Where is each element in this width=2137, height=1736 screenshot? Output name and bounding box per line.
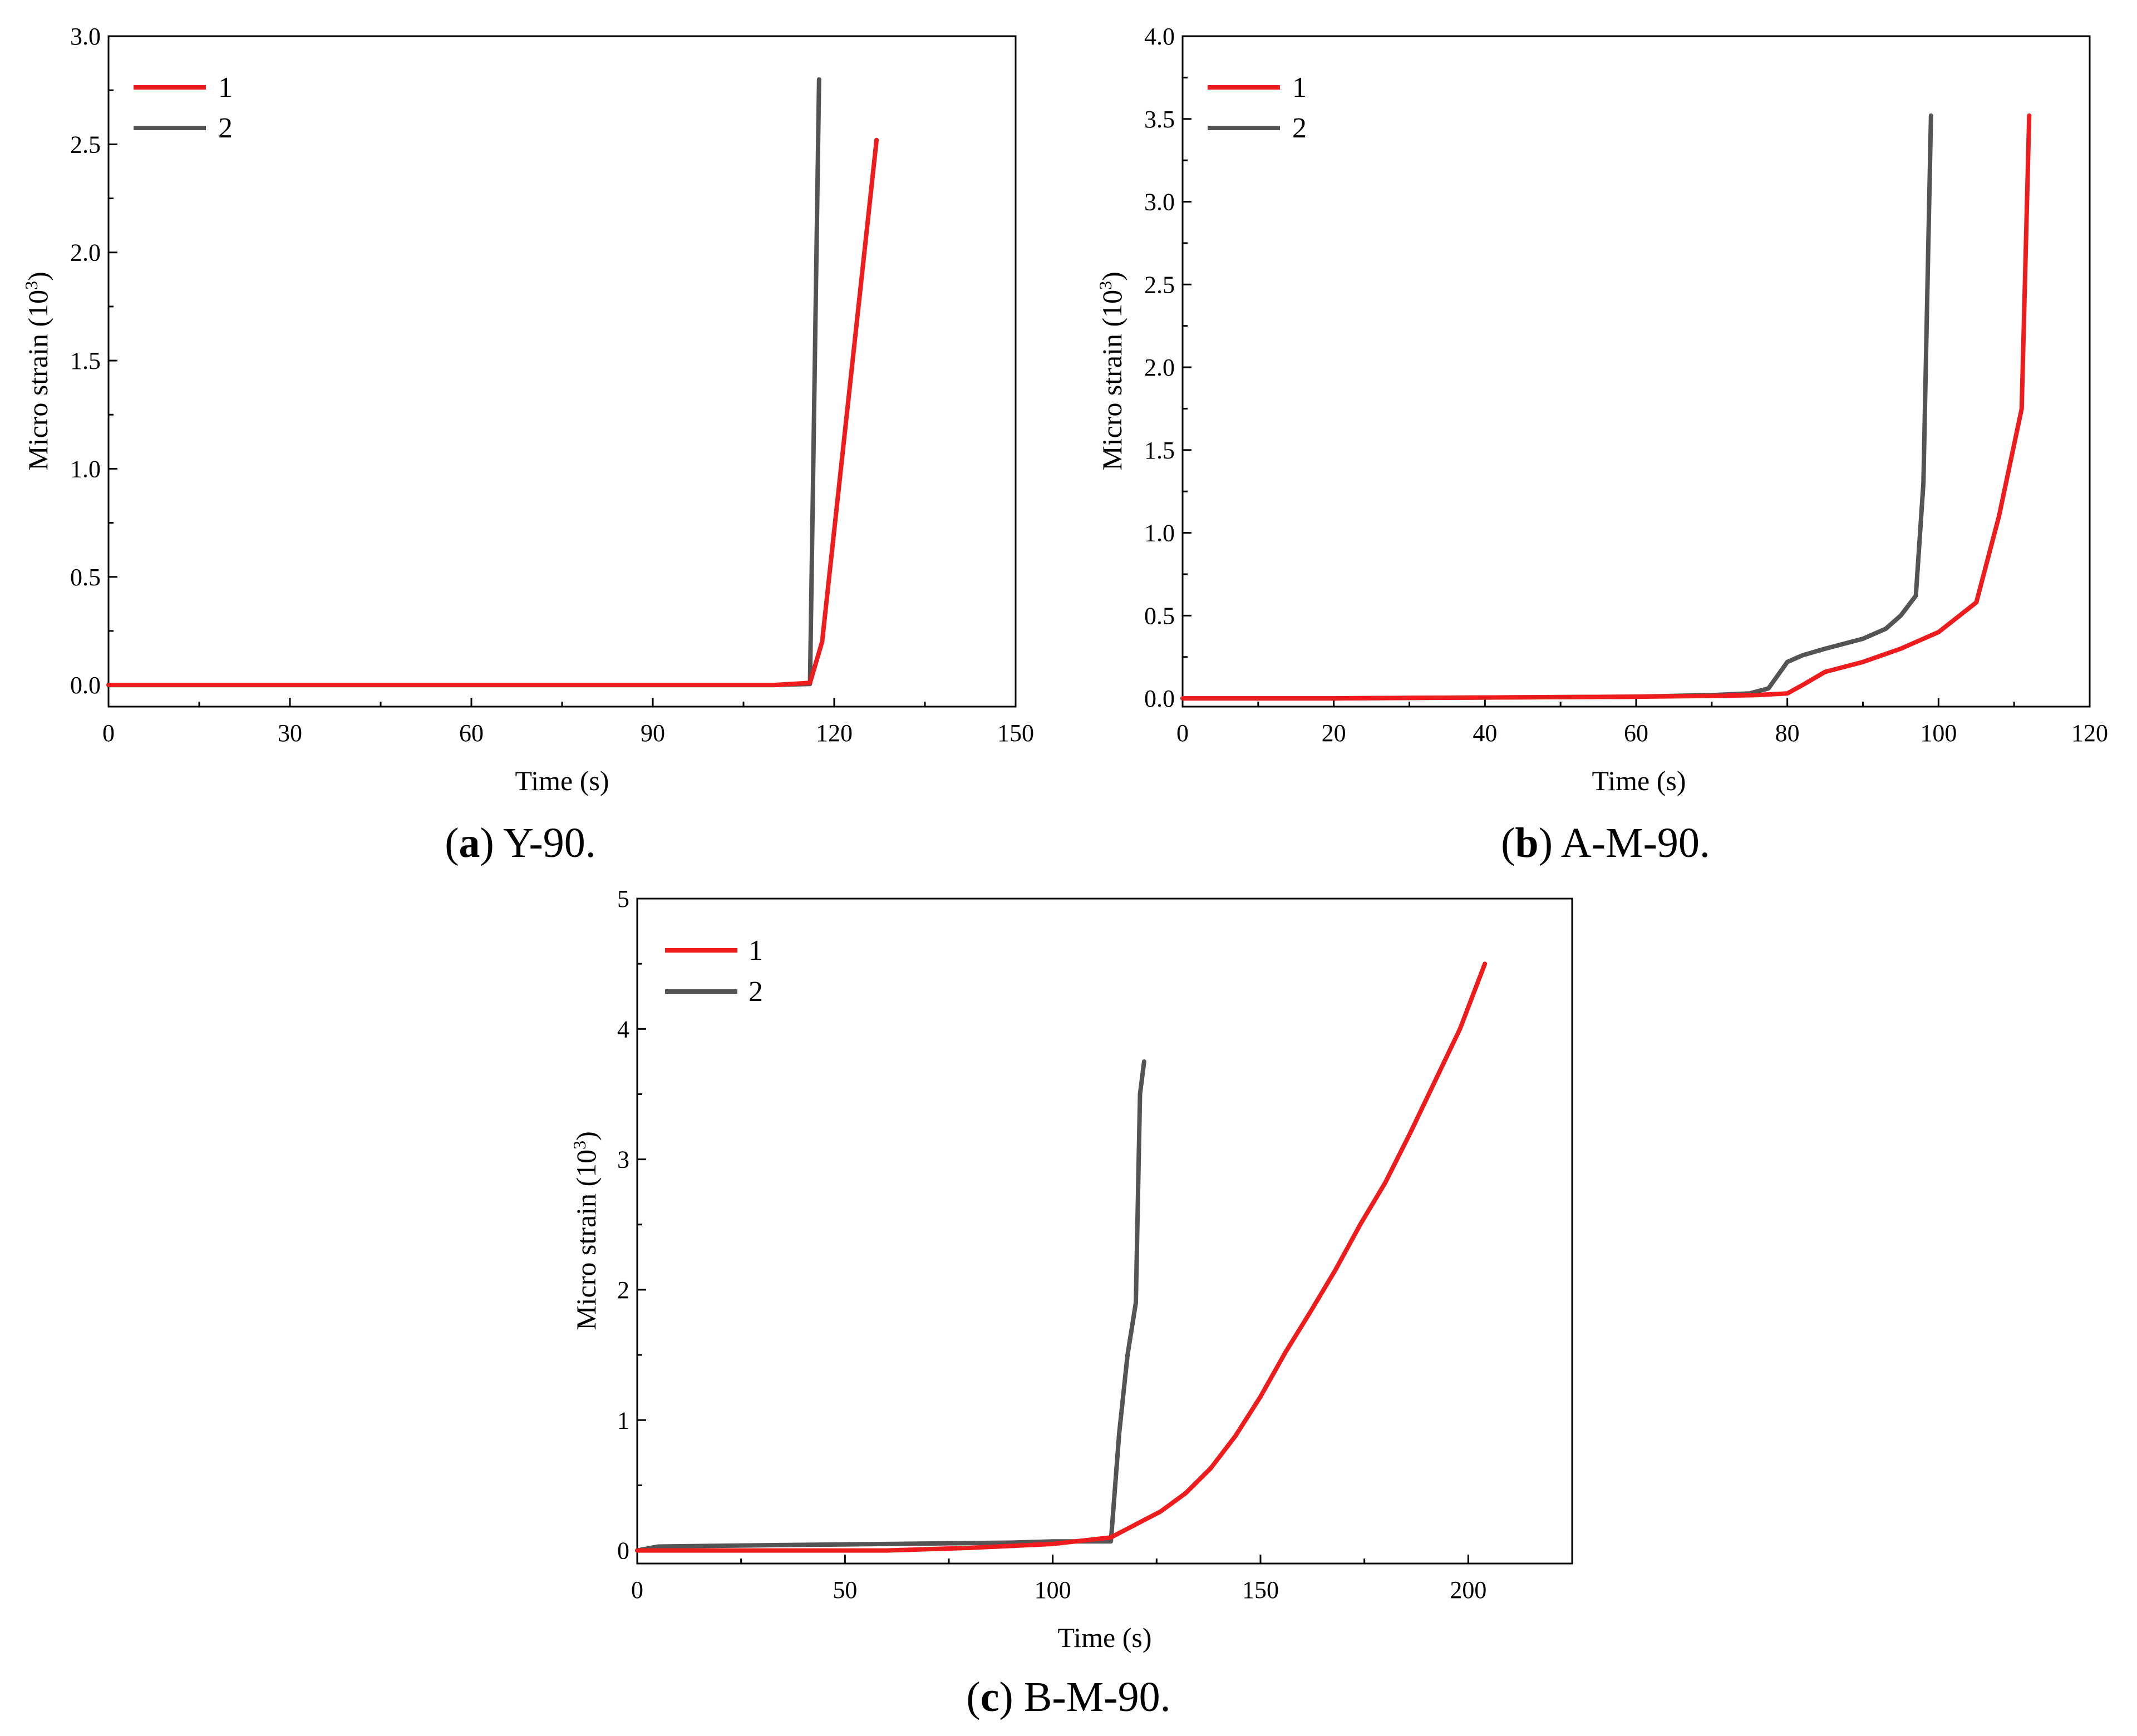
panel-c-x-axis-label: Time (s) (1057, 1622, 1151, 1653)
panel-a-legend-label-2: 2 (218, 112, 233, 144)
panel-b-y-tick-label: 1.0 (1144, 520, 1175, 547)
panel-c-x-tick-label: 50 (833, 1576, 857, 1604)
panel-b-x-axis-label: Time (s) (1592, 765, 1686, 796)
panel-c-y-tick-label: 3 (617, 1146, 629, 1173)
panel-b-legend-label-2: 2 (1292, 112, 1307, 144)
panel-a-y-tick-label: 1.0 (70, 455, 101, 482)
panel-c-y-tick-label: 2 (617, 1276, 629, 1304)
panel-a-x-tick-label: 90 (641, 719, 665, 747)
panel-b-y-tick-label: 2.5 (1144, 271, 1175, 298)
panel-c-legend-label-2: 2 (749, 976, 763, 1008)
panel-a-y-tick-label: 3.0 (70, 23, 101, 50)
panel-a-y-tick-label: 1.5 (70, 347, 101, 374)
panel-c-y-tick-label: 1 (617, 1407, 629, 1434)
panel-b-legend: 1 2 (1208, 72, 1307, 144)
panel-b: 0 20 40 60 80 100 120 0.0 0.5 1.0 1.5 2.0 2.5 3.0 3.5 4… (1095, 23, 2108, 866)
panel-b-x-tick-label: 0 (1176, 719, 1189, 747)
panel-a-x-axis-label: Time (s) (515, 765, 609, 796)
panel-c-x-tick-label: 0 (631, 1576, 643, 1604)
panel-c-legend-label-1: 1 (749, 935, 763, 966)
panel-c-caption: (c) B-M-90. (966, 1674, 1170, 1720)
panel-b-x-tick-label: 40 (1473, 719, 1497, 747)
panel-a: 0 30 60 90 120 150 0.0 0.5 1.0 1.5 2.0 2.5 3.0 1 2 T… (21, 23, 1034, 866)
panel-a-series-2-line (106, 77, 821, 688)
panel-b-y-tick-label: 0.5 (1144, 602, 1175, 629)
panel-c-series-1-line (635, 961, 1488, 1553)
panel-b-series-2-line (1180, 113, 1933, 701)
panel-b-series-1-line (1180, 113, 2032, 701)
panel-a-x-tick-label: 150 (997, 719, 1034, 747)
panel-b-y-tick-label: 0.0 (1144, 685, 1175, 712)
panel-a-y-axis-label: Micro strain (103) (21, 272, 53, 471)
panel-a-caption: (a) Y-90. (445, 820, 596, 866)
panel-c-y-axis-label: Micro strain (103) (569, 1131, 602, 1330)
panel-b-legend-label-1: 1 (1292, 72, 1307, 103)
panel-c-x-tick-label: 200 (1450, 1576, 1486, 1604)
panel-c-plot-frame (636, 897, 1573, 1565)
panel-b-y-tick-label: 2.0 (1144, 354, 1175, 381)
panel-c-x-tick-label: 150 (1242, 1576, 1279, 1604)
panel-a-ticks: 0 30 60 90 120 150 0.0 0.5 1.0 1.5 2.0 2.5 3.0 (70, 23, 1034, 747)
panel-b-y-tick-label: 4.0 (1144, 23, 1175, 50)
panel-c-y-tick-label: 4 (617, 1015, 629, 1043)
panel-c-x-tick-label: 100 (1035, 1576, 1071, 1604)
panel-c: 0 50 100 150 200 0 1 2 3 4 5 1 2 Time (s) Micro st… (569, 885, 1573, 1720)
panel-c-series (635, 961, 1488, 1553)
panel-c-series-2-line (635, 1059, 1146, 1553)
panel-a-plot-frame (107, 35, 1017, 708)
panel-a-series (106, 77, 879, 688)
panel-b-x-tick-label: 80 (1775, 719, 1800, 747)
panel-a-y-tick-label: 2.5 (70, 131, 101, 158)
panel-b-plot-frame (1181, 35, 2091, 708)
panel-b-caption: (b) A-M-90. (1501, 820, 1710, 866)
panel-c-y-tick-label: 5 (617, 885, 629, 913)
panel-b-x-tick-label: 120 (2071, 719, 2108, 747)
panel-b-y-tick-label: 3.0 (1144, 189, 1175, 216)
panel-a-x-tick-label: 0 (102, 719, 115, 747)
panel-a-series-1-line (106, 137, 879, 688)
panel-b-y-tick-label: 3.5 (1144, 106, 1175, 133)
panel-a-x-tick-label: 30 (278, 719, 302, 747)
panel-a-legend-label-1: 1 (218, 72, 233, 103)
panel-a-x-tick-label: 120 (816, 719, 853, 747)
panel-c-y-tick-label: 0 (617, 1537, 629, 1565)
panel-b-ticks: 0 20 40 60 80 100 120 0.0 0.5 1.0 1.5 2.0 2.5 3.0 3.5 4… (1144, 23, 2108, 747)
panel-c-legend: 1 2 (665, 935, 763, 1008)
panel-a-x-tick-label: 60 (459, 719, 484, 747)
panel-a-y-tick-label: 0.0 (70, 672, 101, 699)
panel-b-x-tick-label: 20 (1322, 719, 1346, 747)
panel-b-y-tick-label: 1.5 (1144, 437, 1175, 464)
panel-a-legend: 1 2 (134, 72, 233, 144)
panel-b-x-tick-label: 60 (1624, 719, 1648, 747)
panel-a-y-tick-label: 0.5 (70, 564, 101, 591)
panel-a-y-tick-label: 2.0 (70, 239, 101, 267)
panel-b-x-tick-label: 100 (1920, 719, 1957, 747)
panel-b-series (1180, 113, 2032, 701)
panel-c-ticks: 0 50 100 150 200 0 1 2 3 4 5 (617, 885, 1486, 1604)
panel-b-y-axis-label: Micro strain (103) (1095, 272, 1127, 471)
